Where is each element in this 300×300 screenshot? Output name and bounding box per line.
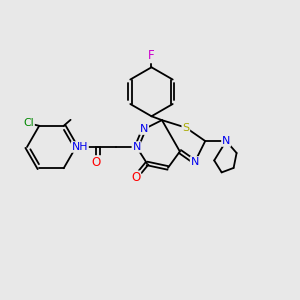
Text: N: N — [190, 157, 199, 167]
Text: N: N — [132, 142, 141, 152]
Text: O: O — [131, 171, 140, 184]
Text: F: F — [148, 50, 155, 62]
Text: Cl: Cl — [23, 118, 34, 128]
Text: S: S — [182, 123, 189, 133]
Text: O: O — [92, 156, 101, 169]
Text: N: N — [222, 136, 230, 146]
Text: NH: NH — [72, 142, 88, 152]
Text: N: N — [140, 124, 148, 134]
